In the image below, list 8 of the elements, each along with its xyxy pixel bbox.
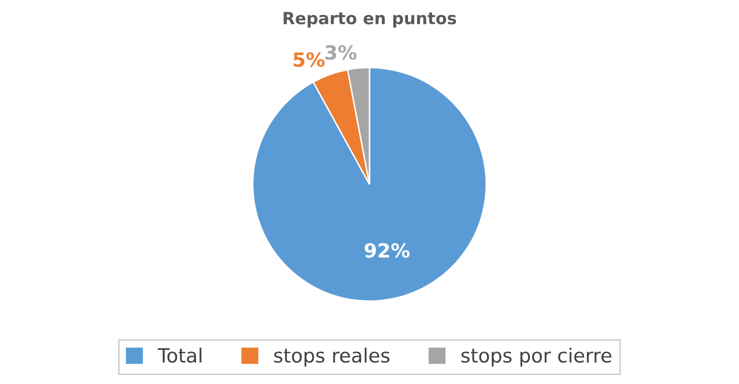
chart-title: Reparto en puntos <box>284 12 456 28</box>
legend-label: stops reales <box>274 348 390 366</box>
data-label: 3% <box>325 45 357 60</box>
legend-label: stops por cierre <box>461 348 612 366</box>
legend-label: Total <box>158 348 202 363</box>
data-label: 5% <box>294 52 325 67</box>
pie-slice <box>252 66 487 302</box>
data-label: 92% <box>364 243 410 258</box>
